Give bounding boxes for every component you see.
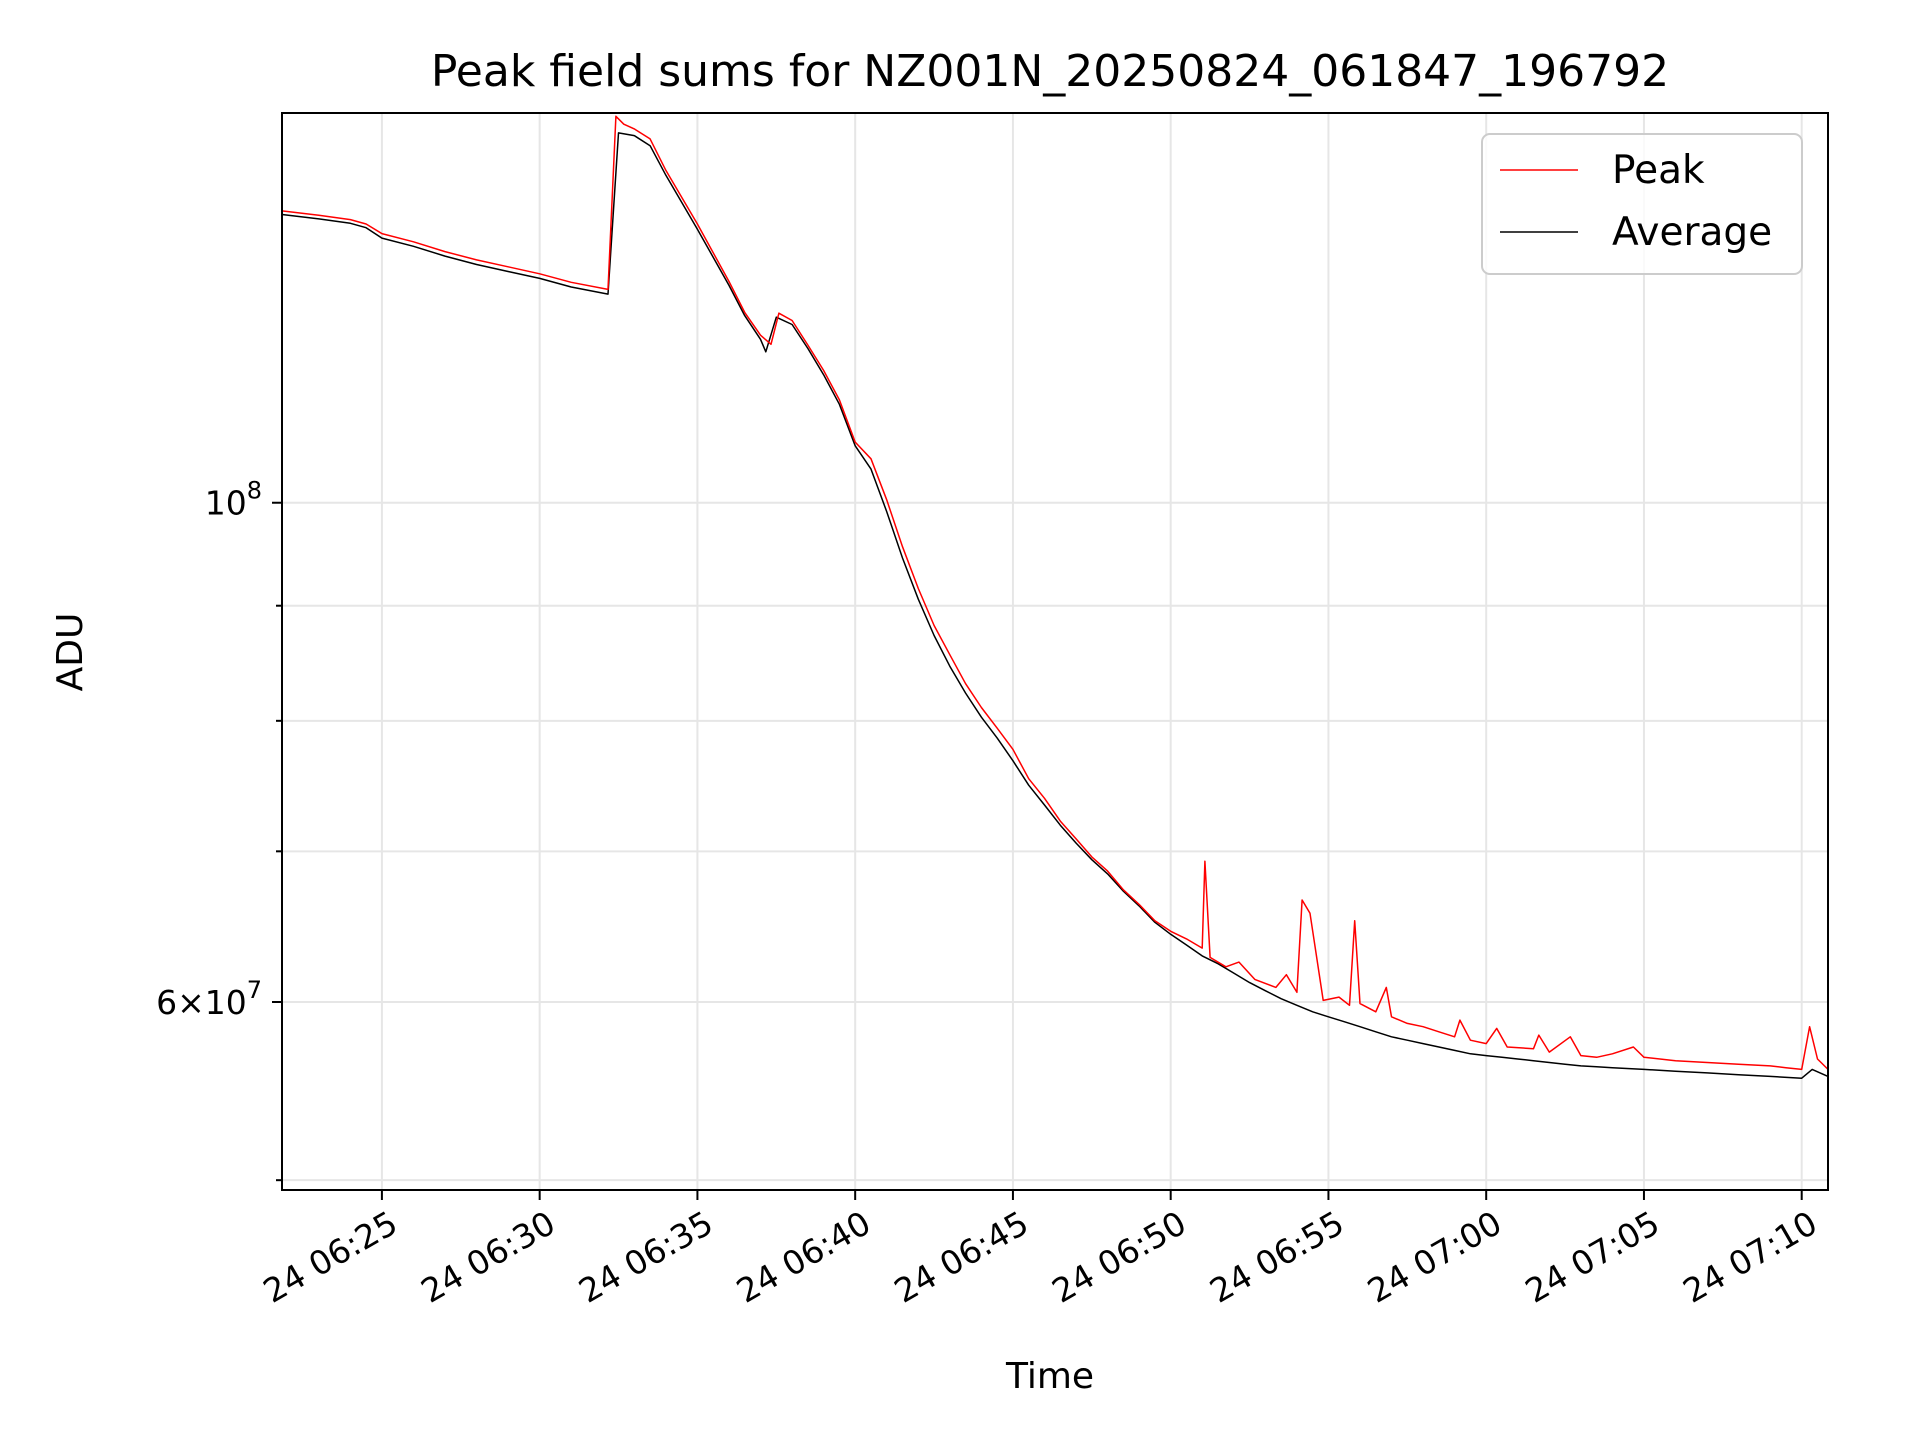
chart-title: Peak field sums for NZ001N_20250824_0618… bbox=[431, 46, 1669, 97]
x-axis-label: Time bbox=[1005, 1356, 1094, 1397]
legend-label-peak: Peak bbox=[1612, 148, 1705, 193]
legend: Peak Average bbox=[1481, 133, 1803, 275]
y-tick-label: 108 bbox=[205, 477, 262, 523]
series-line-average bbox=[281, 132, 1829, 1079]
plot-frame bbox=[281, 112, 1829, 1191]
legend-label-average: Average bbox=[1612, 210, 1772, 255]
series-line-peak bbox=[281, 115, 1829, 1071]
legend-box bbox=[1481, 133, 1803, 275]
y-tick-label: 6×107 bbox=[156, 976, 262, 1022]
y-axis-label: ADU bbox=[50, 613, 91, 692]
grid-layer bbox=[282, 113, 1828, 1190]
series-layer bbox=[281, 115, 1829, 1079]
